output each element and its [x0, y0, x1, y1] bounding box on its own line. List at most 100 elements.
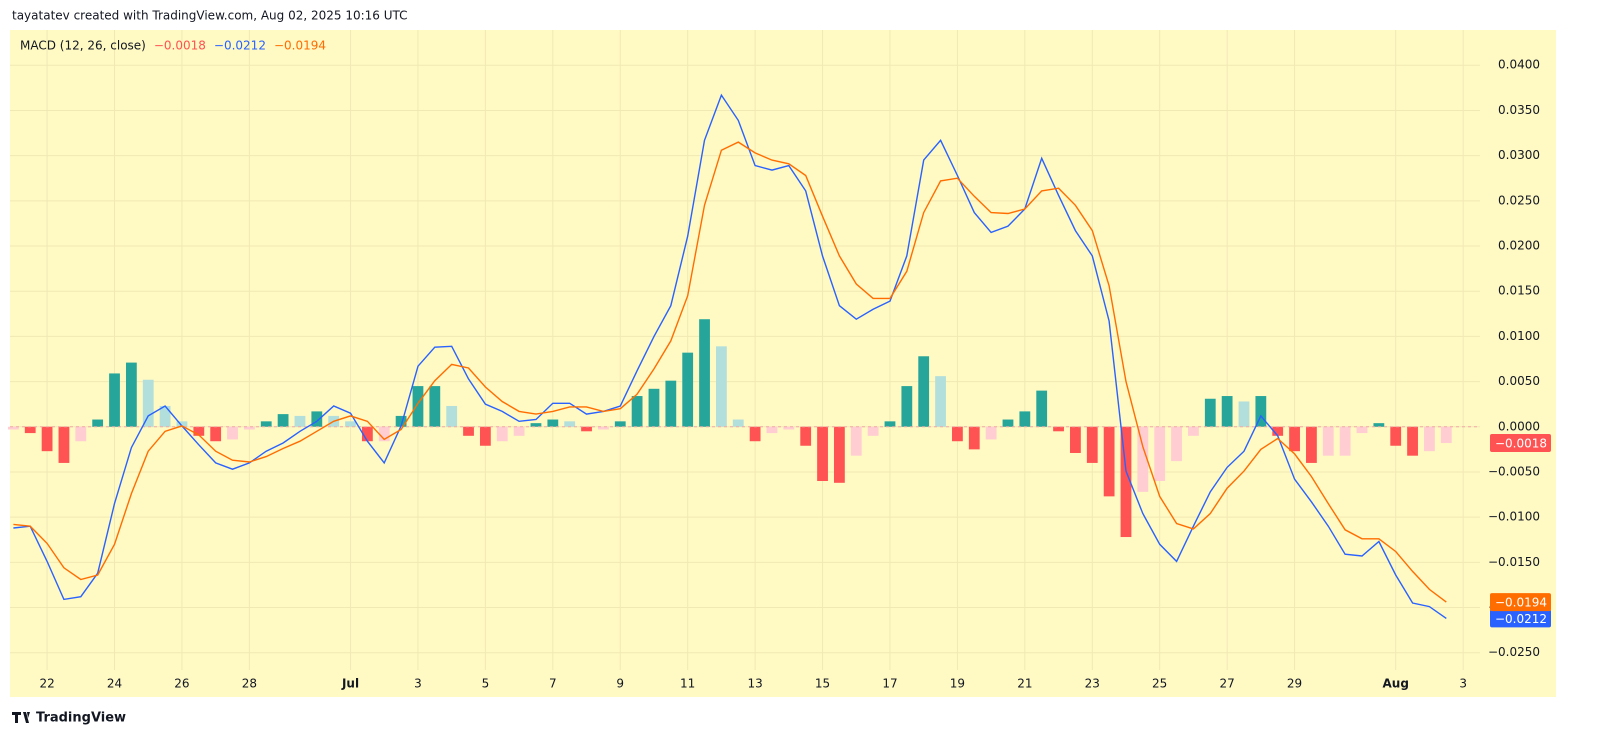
histogram-bar — [1339, 426, 1351, 456]
histogram-bar — [176, 421, 188, 427]
histogram-bar — [1440, 426, 1452, 444]
histogram-bar — [631, 396, 643, 427]
histogram-bar — [193, 426, 205, 436]
histogram-bar — [311, 411, 323, 427]
histogram-bar — [446, 405, 458, 427]
histogram-bar — [210, 426, 222, 442]
histogram-bar — [125, 362, 137, 427]
histogram-bar — [1019, 411, 1031, 427]
histogram-bar — [1204, 398, 1216, 427]
footer-logo: TradingView — [12, 711, 126, 726]
y-tick-label: 0.0200 — [1498, 239, 1540, 253]
histogram-bar — [598, 426, 609, 430]
header-caption: tayatatev created with TradingView.com, … — [12, 9, 408, 23]
histogram-bar — [834, 426, 845, 483]
histogram-bar — [1238, 401, 1250, 427]
histogram-bar — [159, 405, 171, 427]
x-tick-label: 9 — [616, 677, 624, 691]
x-tick-label: 27 — [1219, 677, 1234, 691]
last-value-tag — [1490, 434, 1551, 453]
legend-value: −0.0018 — [154, 39, 206, 53]
histogram-bar — [345, 421, 356, 427]
x-tick-label: 28 — [242, 677, 257, 691]
histogram-bar — [1103, 426, 1115, 497]
histogram-bar — [530, 423, 542, 427]
histogram-bar — [1289, 426, 1300, 452]
histogram-bar — [1188, 426, 1199, 436]
last-value-tag — [1490, 593, 1551, 612]
histogram-bar — [412, 386, 424, 427]
histogram-bar — [1086, 426, 1098, 463]
histogram-bar — [1373, 423, 1385, 427]
histogram-bar — [277, 414, 289, 427]
histogram-bar — [41, 426, 53, 452]
x-tick-label: 26 — [174, 677, 189, 691]
histogram-bar — [92, 419, 104, 427]
histogram-bar — [1356, 426, 1368, 434]
histogram-bar — [1171, 426, 1182, 462]
histogram-bar — [850, 426, 862, 456]
histogram-bar — [1272, 426, 1284, 436]
histogram-bar — [581, 426, 592, 432]
y-tick-label: −0.0050 — [1488, 464, 1540, 478]
histogram-bar — [1306, 426, 1317, 463]
histogram-bar — [294, 415, 306, 427]
histogram-bar — [1120, 426, 1132, 538]
histogram-bar — [935, 376, 946, 427]
legend-value: −0.0194 — [274, 39, 326, 53]
histogram-bar — [766, 426, 778, 434]
histogram-bar — [1255, 396, 1267, 427]
y-tick-label: −0.0150 — [1488, 555, 1540, 569]
x-tick-label: 15 — [815, 677, 830, 691]
footer-brand: TradingView — [36, 711, 126, 726]
histogram-bar — [1002, 419, 1014, 427]
histogram-bar — [699, 319, 710, 427]
histogram-bar — [716, 346, 727, 427]
histogram-bar — [378, 426, 390, 442]
histogram-bar — [243, 426, 255, 430]
histogram-bar — [361, 426, 373, 442]
x-tick-label: 19 — [950, 677, 965, 691]
histogram-bar — [75, 426, 87, 442]
histogram-bar — [547, 419, 559, 427]
histogram-bar — [749, 426, 761, 442]
histogram-bar — [1221, 396, 1233, 427]
line-series — [13, 141, 1447, 603]
histogram-bar — [395, 415, 407, 427]
y-tick-label: 0.0100 — [1498, 329, 1540, 343]
histogram-bar — [58, 426, 70, 463]
y-tick-label: 0.0000 — [1498, 419, 1540, 433]
last-value-label: −0.0018 — [1495, 437, 1547, 451]
histogram-bar — [1407, 426, 1418, 456]
x-tick-label: 3 — [1459, 677, 1467, 691]
histogram-bar — [1390, 426, 1402, 446]
histogram-bar — [985, 426, 997, 440]
histogram-bar — [227, 426, 238, 440]
histogram-bar — [109, 373, 120, 427]
histogram-bar — [918, 356, 930, 427]
x-tick-label: 29 — [1287, 677, 1302, 691]
histogram-bar — [463, 426, 474, 436]
y-tick-label: 0.0050 — [1498, 374, 1540, 388]
histogram-bar — [884, 421, 896, 427]
chart-background — [10, 30, 1556, 697]
last-value-tag — [1490, 609, 1551, 628]
histogram-bar — [1036, 390, 1048, 427]
histogram-bar — [800, 426, 812, 446]
histogram-bar — [614, 421, 626, 427]
histogram-bar — [1053, 426, 1064, 432]
histogram-bar — [429, 386, 441, 427]
x-tick-label: 25 — [1152, 677, 1167, 691]
histogram-bar — [783, 426, 795, 430]
histogram-bar — [648, 388, 660, 427]
histogram-bar — [1070, 426, 1081, 453]
x-tick-label: 7 — [549, 677, 557, 691]
histogram-bar — [952, 426, 963, 442]
last-value-label: −0.0212 — [1495, 612, 1547, 626]
x-tick-label: 22 — [39, 677, 54, 691]
histogram-bar — [665, 380, 677, 427]
indicator-title: MACD (12, 26, close) — [20, 39, 146, 53]
histogram-bar — [817, 426, 828, 481]
x-tick-label: 21 — [1017, 677, 1032, 691]
